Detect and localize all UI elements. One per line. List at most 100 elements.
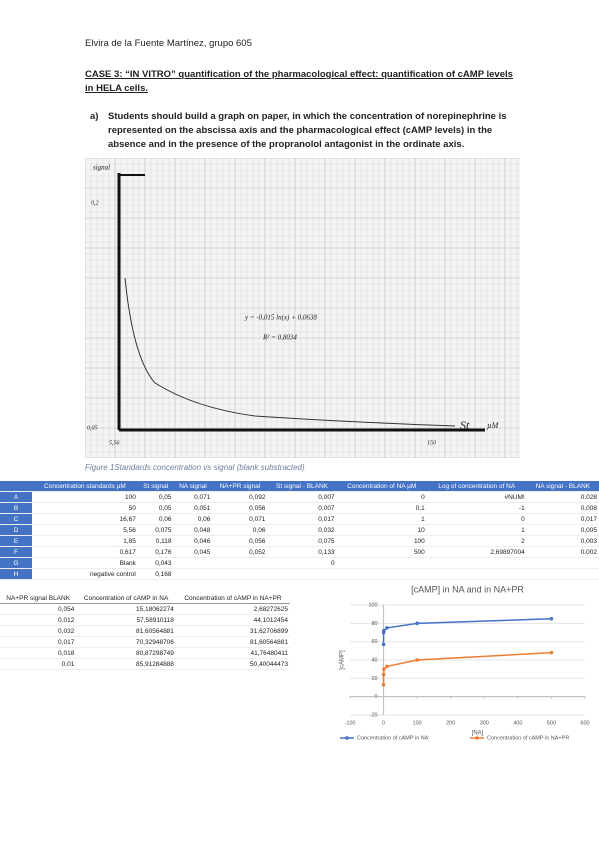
cell — [526, 568, 599, 580]
cell: 85,91284888 — [76, 658, 176, 670]
cell: 2,69897004 — [426, 546, 527, 558]
handwritten-label: St — [460, 418, 470, 432]
cell: 0,092 — [212, 491, 268, 503]
cell: 0,05 — [137, 491, 174, 503]
marker — [381, 672, 386, 677]
cell: 0,075 — [137, 524, 174, 536]
cell: 80,87298749 — [76, 647, 176, 659]
cell: 0 — [336, 491, 427, 503]
series-line — [382, 618, 552, 645]
cell: NA+PR signal — [212, 481, 268, 492]
cell: 0,017 — [0, 636, 77, 648]
cell: 0,017 — [526, 513, 599, 525]
cell: 0,176 — [137, 546, 174, 558]
cell: 0,01 — [0, 658, 77, 670]
x-tick-label: 600 — [580, 720, 589, 726]
marker — [385, 626, 389, 630]
hand-curve — [124, 277, 456, 427]
table-row: F 0,617 0,176 0,045 0,052 0,133 500 2,69897004 0… — [0, 546, 599, 558]
x-tick-label: 100 — [413, 720, 422, 726]
table-row: D 5,56 0,075 0,048 0,06 0,032 10 1 0,005 — [0, 524, 599, 536]
cell — [0, 481, 32, 492]
cell: 0,045 — [173, 546, 213, 558]
cell: Blank — [32, 557, 138, 569]
cell: Concentration of cAMP in NA — [76, 593, 176, 604]
cell — [173, 557, 213, 569]
handwritten-label: R² = 0,8034 — [262, 334, 297, 342]
handwritten-label: 150 — [427, 440, 436, 446]
cell: 0,046 — [173, 535, 213, 547]
x-tick-label: 400 — [513, 720, 522, 726]
cell: Concentration standards µM — [32, 481, 138, 492]
cell: Concentration of NA µM — [336, 481, 427, 492]
cell: 0,007 — [267, 491, 337, 503]
cell: 100 — [336, 535, 427, 547]
cell: 2 — [426, 535, 527, 547]
table-row: B 50 0,05 0,051 0,056 0,007 0,1 -1 0,008 — [0, 502, 599, 514]
cell: 44,1012454 — [175, 614, 290, 626]
cell: 0,118 — [137, 535, 174, 547]
cell: A — [0, 491, 32, 503]
table-row: 0,054 15,18062274 2,68272625 — [0, 603, 290, 615]
cell: 0,017 — [267, 513, 337, 525]
x-tick-label: 300 — [480, 720, 489, 726]
cell — [426, 568, 527, 580]
cell: 0,043 — [137, 557, 174, 569]
table-row: E 1,85 0,118 0,046 0,056 0,075 100 2 0,003 — [0, 535, 599, 547]
cell: 0,06 — [137, 513, 174, 525]
marker — [549, 650, 554, 655]
series-line — [382, 651, 552, 685]
table-row: Concentration standards µM St signal NA si… — [0, 481, 599, 492]
marker — [382, 628, 386, 633]
y-tick-label: 100 — [368, 602, 377, 608]
table-row: 0,018 80,87298749 41,76480411 — [0, 647, 290, 659]
table-row: A 100 0,05 0,071 0,092 0,007 0 #NUM! 0,028 — [0, 491, 599, 503]
cell: -1 — [426, 502, 527, 514]
handwritten-label: 5,56 — [109, 440, 120, 446]
cell: C — [0, 513, 32, 525]
cell: 10 — [336, 524, 427, 536]
cell: 0,617 — [32, 546, 138, 558]
x-tick-label: 0 — [382, 720, 385, 726]
cell: 81,60564881 — [76, 625, 176, 637]
cell: 70,32948706 — [76, 636, 176, 648]
cell: 15,18062274 — [76, 603, 176, 615]
cell: NA signal — [173, 481, 213, 492]
cell: NA signal - BLANK — [526, 481, 599, 492]
cell: 0,007 — [267, 502, 337, 514]
cell: 0,133 — [267, 546, 337, 558]
cell: 0 — [267, 557, 337, 569]
legend-marker — [475, 736, 479, 740]
cell: 1 — [336, 513, 427, 525]
cell: 2,68272625 — [175, 603, 290, 615]
cell: 0,032 — [267, 524, 337, 536]
cell: 1 — [426, 524, 527, 536]
cell: D — [0, 524, 32, 536]
cell: St signal — [137, 481, 174, 492]
y-axis-label: [cAMP] — [340, 650, 346, 670]
cell — [267, 568, 337, 580]
cell: 0,05 — [137, 502, 174, 514]
cell: 1,85 — [32, 535, 138, 547]
cell: 100 — [32, 491, 138, 503]
cell: 0,071 — [212, 513, 268, 525]
cell: NA+PR signal BLANK — [0, 593, 77, 604]
cell: 0,008 — [526, 502, 599, 514]
marker — [415, 621, 419, 626]
legend-label: Concentration of cAMP in NA — [357, 735, 429, 741]
cell: 0,018 — [0, 647, 77, 659]
x-tick-label: -100 — [344, 720, 355, 726]
table-row: 0,017 70,32948706 81,60564881 — [0, 636, 290, 648]
y-tick-label: -20 — [370, 712, 378, 718]
cell: 31,62706899 — [175, 625, 290, 637]
cell — [426, 557, 527, 569]
cell: 16,67 — [32, 513, 138, 525]
figure-caption: Figure 1Standards concentration vs signa… — [85, 463, 305, 472]
marker — [415, 658, 419, 662]
instruction-text: Students should build a graph on paper, … — [108, 111, 507, 150]
y-tick-label: 20 — [371, 676, 377, 682]
x-axis-label: [NA] — [472, 731, 484, 737]
cell: 0,028 — [526, 491, 599, 503]
graph-paper-photo: signal 0,2 0,05 5,56 y = -0,015 ln(x) + 0,06… — [85, 158, 520, 458]
